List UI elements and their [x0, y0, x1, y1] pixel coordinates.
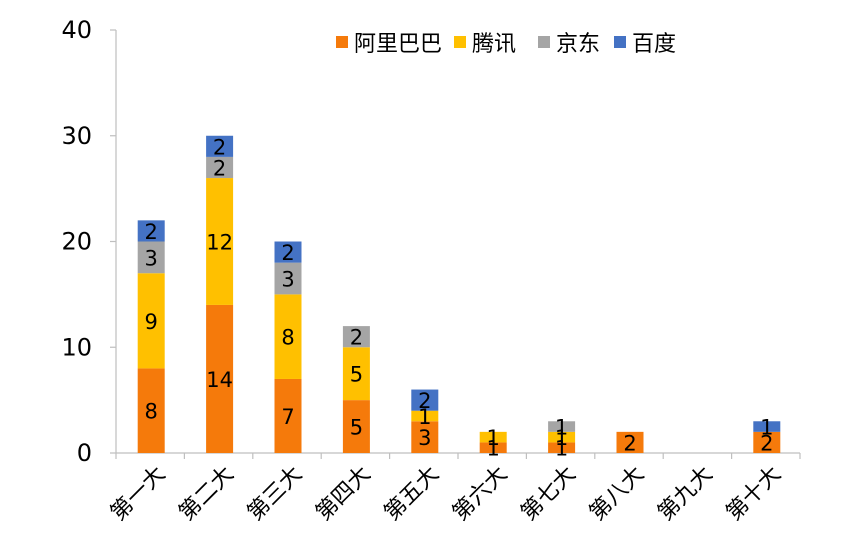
data-label: 3 — [145, 246, 158, 270]
legend-swatch — [336, 36, 348, 48]
bar-segment — [137, 220, 165, 242]
y-tick-label: 40 — [61, 16, 92, 44]
data-label: 14 — [206, 368, 233, 392]
x-category-label: 第一大 — [106, 462, 170, 526]
x-category-label: 第四大 — [311, 462, 375, 526]
bar-segment — [548, 431, 576, 443]
bar-segment — [274, 294, 302, 379]
data-label: 8 — [145, 400, 158, 424]
x-category-label: 第五大 — [380, 462, 444, 526]
bar-segment — [206, 178, 234, 305]
data-label: 8 — [281, 326, 294, 350]
data-label: 2 — [281, 241, 294, 265]
data-label: 1 — [555, 437, 568, 461]
x-category-label: 第三大 — [243, 462, 307, 526]
bar-segment — [342, 347, 370, 401]
y-tick-label: 20 — [61, 228, 92, 256]
data-label: 3 — [281, 268, 294, 292]
bar-segment — [342, 326, 370, 348]
legend-label: 百度 — [632, 32, 676, 57]
bar-segment — [206, 304, 234, 453]
bar-segment — [411, 389, 439, 411]
x-category-label: 第二大 — [174, 462, 238, 526]
data-label: 1 — [760, 416, 773, 440]
data-label: 2 — [760, 431, 773, 455]
bar-segment — [753, 431, 781, 453]
legend-swatch — [538, 36, 550, 48]
data-label: 2 — [350, 326, 363, 350]
data-label: 1 — [418, 405, 431, 429]
data-label: 1 — [555, 426, 568, 450]
data-label: 2 — [213, 156, 226, 180]
x-category-label: 第九大 — [653, 462, 717, 526]
legend-label: 京东 — [556, 32, 600, 57]
bar-segment — [616, 431, 644, 453]
bar-segment — [137, 368, 165, 453]
data-label: 2 — [418, 389, 431, 413]
data-label: 2 — [623, 431, 636, 455]
data-label: 1 — [487, 426, 500, 450]
bar-segment — [479, 431, 507, 443]
data-label: 12 — [206, 231, 233, 255]
bar-segment — [206, 156, 234, 179]
bar-segment — [753, 421, 781, 432]
bar-segment — [274, 378, 302, 453]
bar-segment — [548, 421, 576, 432]
bar-segment — [206, 135, 234, 157]
data-label: 2 — [213, 135, 226, 159]
bar-segment — [548, 442, 576, 453]
bar-segment — [411, 410, 439, 422]
x-category-label: 第八大 — [585, 462, 649, 526]
data-label: 5 — [350, 363, 363, 387]
y-tick-label: 10 — [61, 333, 92, 361]
bar-segment — [411, 421, 439, 453]
data-label: 3 — [418, 426, 431, 450]
bar-segment — [137, 273, 165, 369]
data-label: 9 — [145, 310, 158, 334]
bar-segment — [479, 442, 507, 453]
legend-label: 阿里巴巴 — [354, 32, 442, 57]
y-tick-label: 30 — [61, 122, 92, 150]
x-category-label: 第十大 — [722, 462, 786, 526]
bar-segment — [274, 262, 302, 295]
x-category-label: 第六大 — [448, 462, 512, 526]
data-label: 1 — [555, 416, 568, 440]
bar-segment — [137, 241, 165, 274]
bar-segment — [274, 241, 302, 263]
data-label: 1 — [487, 437, 500, 461]
bar-segment — [342, 400, 370, 453]
legend-label: 腾讯 — [472, 32, 516, 57]
data-label: 7 — [281, 405, 294, 429]
y-tick-label: 0 — [77, 439, 92, 467]
data-label: 2 — [145, 220, 158, 244]
data-label: 5 — [350, 416, 363, 440]
legend-swatch — [454, 36, 466, 48]
x-category-label: 第七大 — [516, 462, 580, 526]
legend-swatch — [614, 36, 626, 48]
